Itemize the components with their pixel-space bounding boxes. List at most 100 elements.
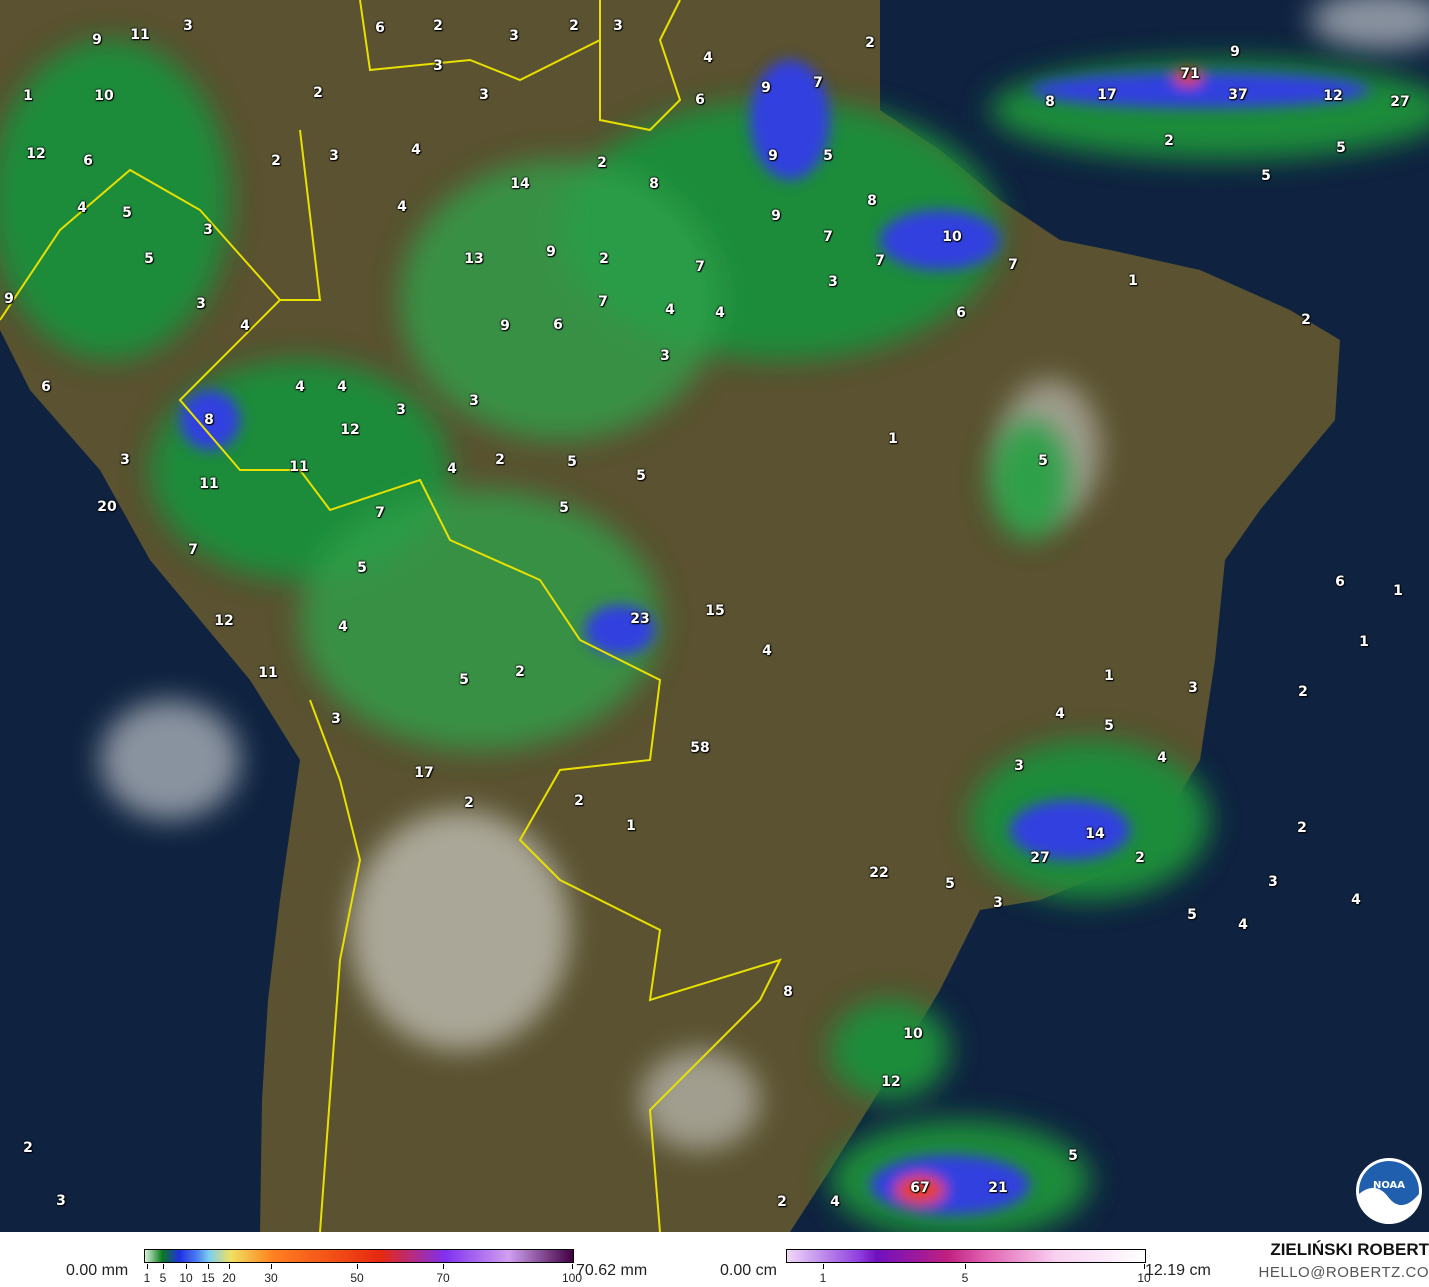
precipitation-value-label: 2 (1298, 684, 1308, 700)
precipitation-value-label: 3 (196, 296, 206, 312)
precipitation-value-label: 2 (599, 251, 609, 267)
precipitation-value-label: 10 (903, 1026, 923, 1042)
precipitation-value-label: 4 (240, 318, 250, 334)
legend-tick-label: 1 (143, 1271, 151, 1285)
legend-tick-mark (823, 1264, 824, 1269)
precipitation-value-label: 2 (515, 664, 525, 680)
legend-tick-mark (163, 1264, 164, 1269)
precipitation-value-label: 7 (598, 294, 608, 310)
precipitation-value-label: 9 (546, 244, 556, 260)
precipitation-value-label: 3 (613, 18, 623, 34)
precipitation-value-label: 1 (888, 431, 898, 447)
precipitation-value-label: 11 (130, 27, 150, 43)
legend-tick-label: 30 (264, 1271, 278, 1285)
precipitation-value-label: 5 (459, 672, 469, 688)
precipitation-value-label: 2 (495, 452, 505, 468)
precipitation-value-label: 4 (338, 619, 348, 635)
precipitation-value-label: 7 (375, 505, 385, 521)
precipitation-value-label: 10 (942, 229, 962, 245)
precipitation-value-label: 4 (337, 379, 347, 395)
precipitation-value-label: 5 (1038, 453, 1048, 469)
precipitation-value-label: 7 (695, 259, 705, 275)
precipitation-value-label: 17 (414, 765, 434, 781)
precipitation-value-label: 2 (1297, 820, 1307, 836)
map-base (0, 0, 1429, 1232)
legend-tick-label: 15 (201, 1271, 215, 1285)
precipitation-value-label: 11 (289, 459, 309, 475)
heavy-rain-areas (180, 60, 1370, 1215)
legend-tick-label: 20 (222, 1271, 236, 1285)
precipitation-value-label: 4 (1055, 706, 1065, 722)
precipitation-value-label: 1 (1359, 634, 1369, 650)
precipitation-value-label: 71 (1180, 66, 1200, 82)
legend-tick-label: 100 (561, 1271, 583, 1285)
continent-land (0, 0, 1340, 1232)
precipitation-value-label: 2 (1164, 133, 1174, 149)
precipitation-value-label: 4 (397, 199, 407, 215)
snow-max-label: 12.19 cm (1145, 1262, 1211, 1279)
legend: 0.00 mm 1 5 10 15 20 30 50 70 100 70.62 mm 0.00 … (0, 1232, 1429, 1287)
precipitation-value-label: 9 (768, 148, 778, 164)
precipitation-value-label: 5 (559, 500, 569, 516)
legend-tick-mark (186, 1264, 187, 1269)
precipitation-value-label: 9 (1230, 44, 1240, 60)
precipitation-value-label: 7 (875, 253, 885, 269)
precipitation-value-label: 2 (777, 1194, 787, 1210)
precipitation-value-label: 3 (828, 274, 838, 290)
precipitation-value-label: 4 (830, 1194, 840, 1210)
precipitation-value-label: 6 (1335, 574, 1345, 590)
precipitation-value-label: 1 (626, 818, 636, 834)
precipitation-value-label: 3 (433, 58, 443, 74)
legend-tick-mark (357, 1264, 358, 1269)
cloud-cover (100, 0, 1429, 1150)
author-email[interactable]: HELLO@ROBERTZ.CO (1258, 1264, 1429, 1281)
legend-tick-mark (1144, 1264, 1145, 1269)
precipitation-value-label: 12 (340, 422, 360, 438)
precipitation-value-label: 5 (567, 454, 577, 470)
precipitation-value-label: 8 (649, 176, 659, 192)
precipitation-value-label: 5 (636, 468, 646, 484)
precipitation-value-label: 4 (665, 302, 675, 318)
precipitation-value-label: 3 (56, 1193, 66, 1209)
legend-tick-label: 50 (350, 1271, 364, 1285)
precipitation-value-label: 3 (509, 28, 519, 44)
precipitation-value-label: 58 (690, 740, 710, 756)
precipitation-value-label: 3 (203, 222, 213, 238)
precipitation-value-label: 3 (183, 18, 193, 34)
precipitation-value-label: 6 (553, 317, 563, 333)
precipitation-value-label: 4 (762, 643, 772, 659)
precipitation-value-label: 3 (329, 148, 339, 164)
precipitation-value-label: 2 (313, 85, 323, 101)
precipitation-value-label: 11 (258, 665, 278, 681)
legend-tick-mark (208, 1264, 209, 1269)
precipitation-value-label: 6 (375, 20, 385, 36)
legend-tick-label: 5 (159, 1271, 167, 1285)
legend-tick-label: 1 (819, 1271, 827, 1285)
precipitation-value-label: 7 (188, 542, 198, 558)
precipitation-value-label: 4 (1351, 892, 1361, 908)
precipitation-value-label: 12 (214, 613, 234, 629)
precipitation-value-label: 1 (1393, 583, 1403, 599)
precipitation-value-label: 11 (199, 476, 219, 492)
precipitation-value-label: 13 (464, 251, 484, 267)
precipitation-value-label: 5 (1068, 1148, 1078, 1164)
precipitation-value-label: 1 (1128, 273, 1138, 289)
precipitation-map: 9 11 3 6 2 3 2 3 4 1 10 2 3 3 9 7 2 12 6 2 3 4 6 14 8 5 9 9 7 8 7 10 7 4 5… (0, 0, 1429, 1232)
precipitation-value-label: 2 (597, 155, 607, 171)
precipitation-value-label: 8 (1045, 94, 1055, 110)
precipitation-value-label: 3 (1268, 874, 1278, 890)
precipitation-value-label: 4 (295, 379, 305, 395)
precipitation-value-label: 3 (469, 393, 479, 409)
svg-text:NOAA: NOAA (1373, 1180, 1405, 1191)
precipitation-value-label: 3 (396, 402, 406, 418)
precipitation-value-label: 1 (1104, 668, 1114, 684)
precipitation-value-label: 9 (761, 80, 771, 96)
precipitation-value-label: 2 (574, 793, 584, 809)
precipitation-value-label: 5 (1187, 907, 1197, 923)
legend-tick-label: 5 (961, 1271, 969, 1285)
precipitation-value-label: 5 (144, 251, 154, 267)
legend-tick-mark (965, 1264, 966, 1269)
precipitation-value-label: 4 (411, 142, 421, 158)
legend-tick-label: 10 (1137, 1271, 1151, 1285)
precipitation-value-label: 23 (630, 611, 650, 627)
